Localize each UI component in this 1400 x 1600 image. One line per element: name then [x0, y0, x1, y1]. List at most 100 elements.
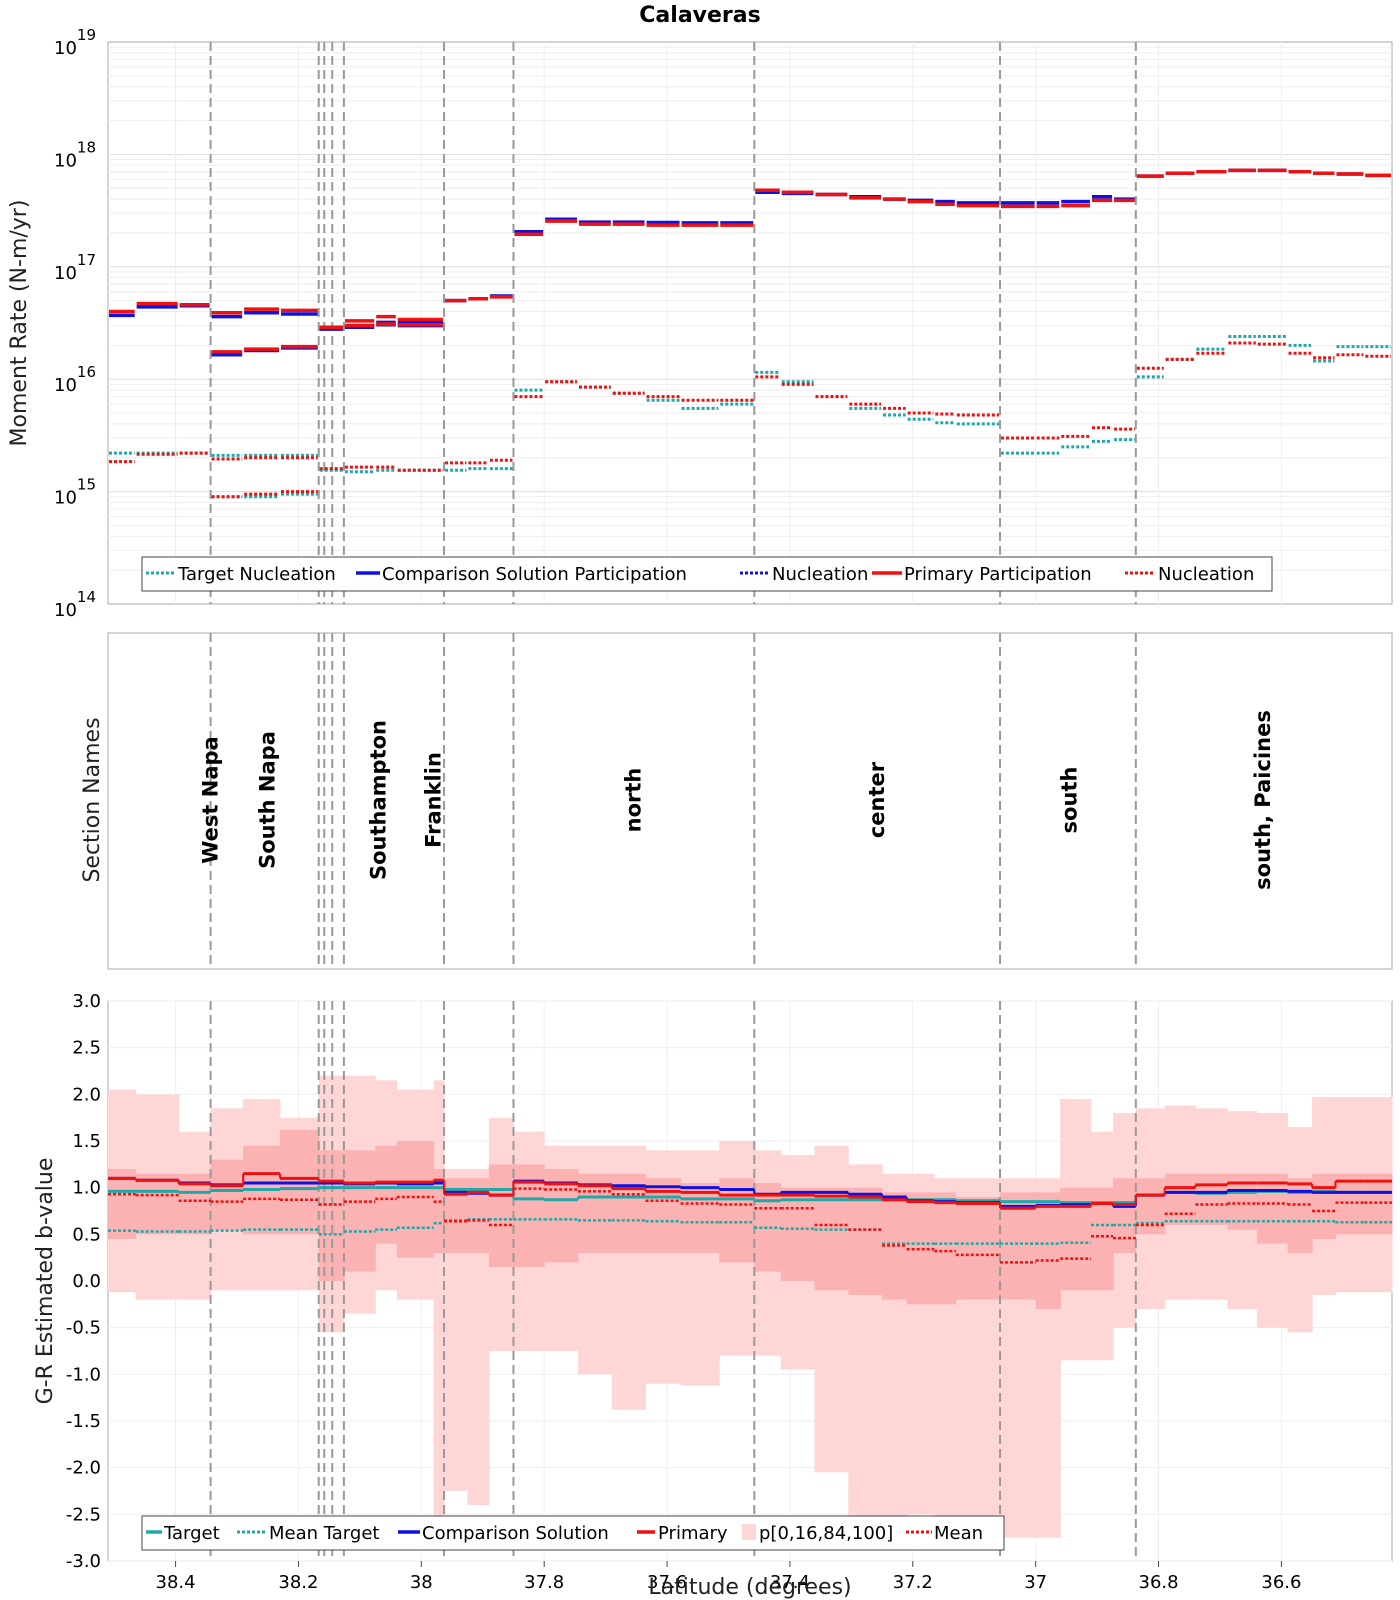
percentile-band-inner: [467, 1178, 490, 1253]
y-tick-label: 1019: [54, 26, 96, 59]
x-tick-label: 37.6: [647, 1572, 687, 1593]
percentile-band-inner: [396, 1141, 435, 1258]
y-tick-label: 1.5: [72, 1131, 101, 1152]
b-value-y-label: G-R Estimated b-value: [33, 1158, 58, 1405]
percentile-band-inner: [1195, 1173, 1228, 1225]
y-tick-label: 1014: [54, 588, 96, 621]
b-value-legend-box: [141, 1515, 1005, 1551]
percentile-band-inner: [135, 1173, 180, 1235]
percentile-band-inner: [444, 1178, 468, 1253]
x-tick-label: 36.8: [1139, 1572, 1179, 1593]
x-axis-ticks: 38.4 38.2 38 37.8 37.6 37.4 37.2 37 36.8 36.6: [156, 1561, 1301, 1593]
percentile-band-inner: [1335, 1173, 1365, 1235]
percentile-band-inner: [1035, 1192, 1061, 1309]
percentile-band-inner: [1164, 1173, 1196, 1225]
percentile-band-inner: [934, 1192, 957, 1305]
y-tick-label: 2.0: [72, 1084, 101, 1105]
moment-rate-y-label: Moment Rate (N-m/yr): [7, 200, 32, 447]
b-value-section-boundaries: [209, 1001, 1137, 1561]
legend-label-primary: Primary: [658, 1523, 728, 1544]
section-name-label: Franklin: [422, 752, 446, 848]
section-names-boundaries: [209, 633, 1137, 969]
legend-label-target-nucleation: Target Nucleation: [177, 564, 336, 585]
b-value-legend: Target Mean Target Comparison Solution P…: [141, 1515, 1005, 1551]
y-tick-label: -2.0: [66, 1458, 101, 1479]
y-tick-label: -0.5: [66, 1318, 101, 1339]
y-tick-label: 1017: [54, 251, 96, 284]
section-name-labels: West Napa South Napa Southampton Franklin no…: [199, 710, 1275, 890]
section-name-label: Southampton: [366, 720, 390, 880]
section-name-label: south, Paicines: [1251, 710, 1275, 890]
legend-swatch-percentile-band: [742, 1524, 756, 1540]
percentile-band-inner: [955, 1197, 1001, 1300]
percentile-band-inner: [108, 1169, 137, 1239]
percentile-band-inner: [1000, 1192, 1037, 1300]
b-value-panel: -3.0 -2.5 -2.0 -1.5 -1.0 -0.5 0.0 0.5 1.0 1.5 2.0 2…: [33, 991, 1393, 1572]
percentile-band-inner: [1312, 1173, 1336, 1239]
percentile-band-inner: [210, 1159, 244, 1230]
percentile-band-inner: [343, 1150, 376, 1272]
legend-label-primary-nucleation: Nucleation: [1158, 564, 1254, 585]
percentile-band-inner: [848, 1187, 883, 1295]
section-name-label: West Napa: [199, 736, 223, 863]
moment-rate-y-ticks: 1014 1015 1016 1017 1018 1019: [54, 26, 96, 621]
chart-title: Calaveras: [639, 3, 760, 28]
percentile-band-inner: [719, 1178, 755, 1263]
percentile-band-inner: [814, 1187, 849, 1291]
legend-label-comparison-solution: Comparison Solution: [422, 1523, 609, 1544]
section-name-label: South Napa: [256, 731, 280, 869]
percentile-band-inner: [906, 1192, 935, 1305]
moment-rate-series: [109, 168, 1391, 499]
legend-label-percentile-band: p[0,16,84,100]: [759, 1523, 893, 1544]
percentile-band-inner: [1256, 1173, 1289, 1244]
x-tick-label: 38.2: [278, 1572, 318, 1593]
section-name-label: center: [865, 761, 889, 838]
moment-rate-legend: Target Nucleation Comparison Solution Pa…: [141, 556, 1273, 592]
y-tick-label: 1016: [54, 363, 96, 396]
moment-rate-section-boundaries: [209, 42, 1137, 604]
y-tick-label: 0.5: [72, 1224, 101, 1245]
percentile-band-inner: [1090, 1187, 1114, 1291]
moment-rate-plot-frame: [107, 41, 1393, 605]
percentile-band-inner: [488, 1164, 514, 1267]
y-tick-label: -1.5: [66, 1411, 101, 1432]
y-tick-label: -1.0: [66, 1364, 101, 1385]
legend-label-comparison-participation: Comparison Solution Participation: [382, 564, 687, 585]
y-tick-label: -2.5: [66, 1504, 101, 1525]
x-tick-label: 38: [410, 1572, 433, 1593]
percentile-band-inner: [1113, 1178, 1137, 1253]
legend-label-mean-target: Mean Target: [269, 1523, 379, 1544]
percentile-band-inner: [1364, 1173, 1393, 1235]
legend-label-mean: Mean: [934, 1523, 983, 1544]
section-names-y-label: Section Names: [80, 717, 105, 882]
y-tick-label: 2.5: [72, 1038, 101, 1059]
legend-label-primary-participation: Primary Participation: [904, 564, 1092, 585]
percentile-band-inner: [433, 1169, 445, 1253]
x-tick-label: 37: [1024, 1572, 1047, 1593]
x-tick-label: 37.8: [524, 1572, 564, 1593]
y-tick-label: 1.0: [72, 1178, 101, 1199]
percentile-band-inner: [645, 1178, 682, 1253]
b-value-y-ticks: -3.0 -2.5 -2.0 -1.5 -1.0 -0.5 0.0 0.5 1.0 1.5 2.0 2…: [66, 991, 101, 1572]
b-value-series: [108, 1172, 1392, 1264]
percentile-band-inner: [1135, 1178, 1166, 1235]
x-tick-label: 36.6: [1261, 1572, 1301, 1593]
y-tick-label: 1018: [54, 138, 96, 171]
y-tick-label: 1015: [54, 476, 96, 509]
moment-rate-panel: 1014 1015 1016 1017 1018 1019 Moment Rate (N-…: [7, 26, 1393, 621]
y-tick-label: 3.0: [72, 991, 101, 1012]
percentile-band-inner: [375, 1145, 398, 1244]
x-axis-label: Latitude (degrees): [648, 1575, 851, 1600]
moment-rate-grid: [108, 42, 1392, 604]
x-tick-label: 37.4: [770, 1572, 810, 1593]
percentile-band-inner: [680, 1183, 720, 1253]
legend-label-comparison-nucleation: Nucleation: [772, 564, 868, 585]
y-tick-label: -3.0: [66, 1551, 101, 1572]
percentile-band-inner: [780, 1187, 816, 1281]
x-tick-label: 38.4: [156, 1572, 196, 1593]
moment-rate-legend-box: [141, 556, 1273, 592]
y-tick-label: 0.0: [72, 1271, 101, 1292]
percentile-band-inner: [1287, 1178, 1313, 1253]
section-names-panel: West Napa South Napa Southampton Franklin no…: [80, 632, 1393, 970]
